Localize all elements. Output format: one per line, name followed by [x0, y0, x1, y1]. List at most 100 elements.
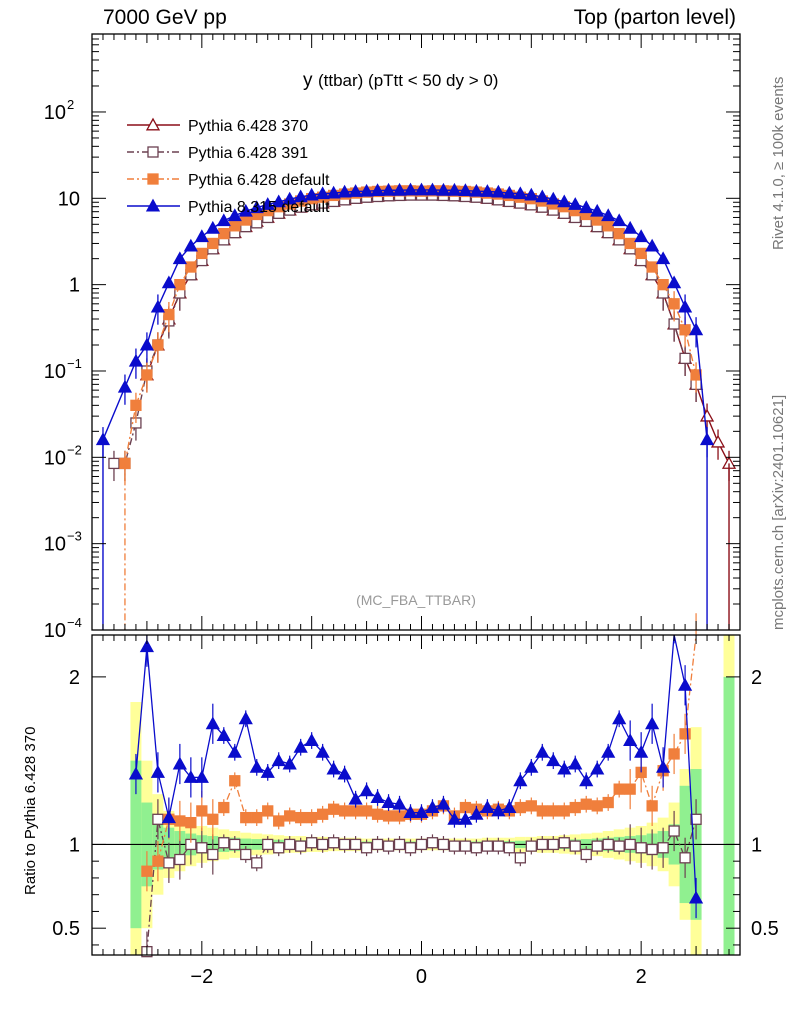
- ratio-point: [447, 811, 462, 825]
- data-point: [205, 220, 220, 234]
- ratio-point: [688, 890, 704, 904]
- ratio-point: [196, 805, 208, 817]
- ratio-point: [491, 803, 506, 817]
- data-point: [502, 185, 517, 199]
- data-point: [546, 191, 561, 205]
- data-point: [260, 197, 275, 210]
- data-point: [370, 183, 385, 196]
- ratio-point: [524, 760, 539, 773]
- ratio-point: [381, 795, 396, 808]
- ratio-point: [360, 842, 373, 854]
- data-point: [635, 247, 647, 260]
- series-pdef: [119, 185, 702, 482]
- data-point: [679, 352, 691, 365]
- data-point: [524, 187, 539, 201]
- ratio-point: [227, 744, 242, 758]
- ratio-point: [185, 816, 197, 829]
- y-tick-label: 10: [44, 361, 66, 383]
- ratio-point: [414, 805, 429, 819]
- ratio-point: [613, 783, 625, 795]
- data-point: [271, 194, 286, 208]
- ratio-point: [480, 800, 495, 814]
- ratio-point: [218, 837, 230, 849]
- ratio-point: [646, 800, 658, 812]
- ratio-point: [536, 838, 548, 851]
- data-point: [666, 275, 682, 289]
- data-point: [326, 185, 341, 199]
- ratio-point: [196, 842, 208, 854]
- data-point: [227, 208, 242, 222]
- legend-item-p391: Pythia 6.428 391: [127, 145, 308, 162]
- series-p8: [95, 182, 715, 458]
- ratio-point: [677, 677, 693, 691]
- ratio-point: [216, 728, 231, 741]
- y-tick-label: 10: [58, 188, 80, 210]
- ratio-frame: [91, 634, 741, 956]
- data-point: [458, 183, 473, 196]
- ratio-point: [229, 838, 241, 851]
- analysis-watermark: (MC_FBA_TTBAR): [356, 592, 476, 608]
- ratio-point: [404, 842, 417, 854]
- y-tick-label: 10: [44, 102, 66, 124]
- legend-marker: [145, 117, 161, 131]
- ratio-y-tick-label: 1: [69, 834, 80, 856]
- ratio-point: [371, 808, 384, 820]
- ratio-point: [240, 811, 252, 824]
- data-point: [414, 182, 429, 196]
- ratio-point: [163, 857, 175, 869]
- ratio-point: [360, 805, 373, 817]
- x-tick-label: −2: [190, 966, 213, 988]
- ratio-point: [295, 840, 307, 852]
- ratio-point: [326, 761, 341, 775]
- ratio-point: [315, 744, 330, 758]
- ratio-point: [306, 837, 318, 849]
- ratio-point: [547, 805, 559, 817]
- legend-item-p8: Pythia 8.315 default: [127, 198, 330, 216]
- ratio-point: [657, 842, 669, 854]
- ratio-point: [634, 744, 649, 758]
- data-point: [657, 278, 669, 291]
- ratio-point: [249, 760, 264, 773]
- legend: Pythia 6.428 370 Pythia 6.428 391 Pythia 6…: [127, 117, 330, 216]
- data-point: [139, 337, 155, 351]
- ratio-series-p8: [128, 634, 704, 919]
- series-line-p8: [102, 189, 708, 440]
- data-point: [218, 227, 230, 240]
- ratio-point: [514, 852, 526, 864]
- y-tick-label: 10: [44, 620, 66, 642]
- ratio-point: [152, 855, 164, 867]
- ratio-point: [194, 770, 209, 783]
- ratio-point: [470, 842, 483, 854]
- ratio-point: [371, 838, 384, 851]
- ratio-point: [183, 770, 198, 783]
- data-point: [568, 197, 583, 210]
- ratio-point: [558, 837, 570, 849]
- ratio-point: [513, 773, 528, 787]
- data-point: [677, 299, 693, 313]
- ratio-point: [161, 810, 176, 824]
- legend-marker: [145, 198, 161, 212]
- data-point: [656, 251, 671, 265]
- data-point: [613, 227, 625, 240]
- data-point: [152, 339, 164, 351]
- ratio-point: [646, 843, 658, 856]
- y-tick-label: 1: [69, 275, 80, 297]
- ratio-point: [679, 728, 691, 740]
- data-point: [304, 187, 319, 201]
- ratio-point: [338, 805, 351, 817]
- data-point: [392, 182, 407, 196]
- ratio-point: [174, 853, 186, 866]
- data-point: [403, 182, 418, 196]
- data-point: [699, 408, 715, 422]
- ratio-uncertainty-bands: [130, 635, 735, 955]
- ratio-point: [624, 838, 636, 851]
- data-point: [150, 299, 166, 313]
- ratio-point: [207, 813, 219, 825]
- legend-item-p370: Pythia 6.428 370: [127, 117, 308, 135]
- data-point: [679, 324, 691, 336]
- ratio-point: [359, 783, 374, 797]
- ratio-point: [150, 765, 166, 778]
- ratio-point: [174, 815, 186, 827]
- data-point: [293, 189, 308, 203]
- ratio-point: [304, 733, 319, 746]
